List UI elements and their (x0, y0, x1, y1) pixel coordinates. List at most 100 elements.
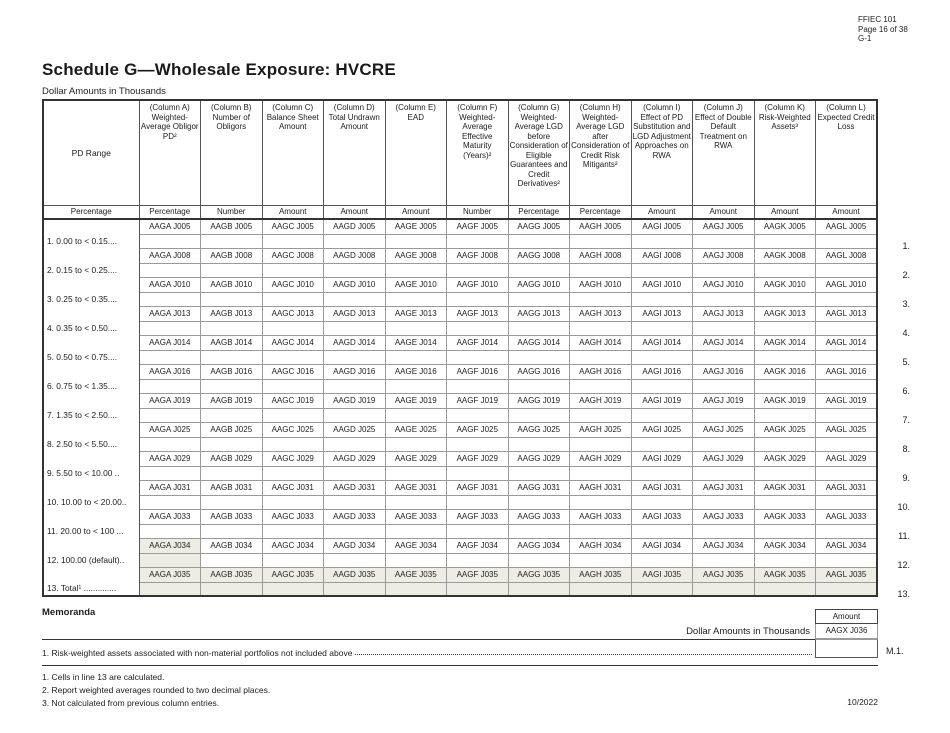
input-cell[interactable] (138, 436, 201, 452)
input-cell[interactable] (569, 465, 632, 481)
input-cell[interactable] (200, 523, 263, 539)
input-cell[interactable] (384, 378, 447, 394)
memoranda-input-cell[interactable] (815, 639, 878, 658)
input-cell[interactable] (446, 291, 509, 307)
input-cell[interactable] (384, 233, 447, 249)
input-cell[interactable] (138, 407, 201, 423)
input-cell[interactable] (569, 407, 632, 423)
input-cell[interactable] (630, 349, 693, 365)
input-cell[interactable] (138, 291, 201, 307)
input-cell[interactable] (261, 494, 324, 510)
input-cell[interactable] (323, 378, 386, 394)
input-cell[interactable] (815, 233, 878, 249)
input-cell[interactable] (630, 233, 693, 249)
input-cell[interactable] (507, 291, 570, 307)
input-cell[interactable] (446, 436, 509, 452)
input-cell[interactable] (261, 465, 324, 481)
input-cell[interactable] (630, 378, 693, 394)
input-cell[interactable] (753, 465, 816, 481)
input-cell[interactable] (815, 523, 878, 539)
input-cell[interactable] (261, 407, 324, 423)
input-cell[interactable] (630, 407, 693, 423)
input-cell[interactable] (446, 494, 509, 510)
input-cell[interactable] (446, 465, 509, 481)
input-cell[interactable] (446, 552, 509, 568)
input-cell[interactable] (569, 494, 632, 510)
input-cell[interactable] (815, 436, 878, 452)
input-cell[interactable] (630, 494, 693, 510)
input-cell[interactable] (200, 407, 263, 423)
input-cell[interactable] (384, 291, 447, 307)
input-cell[interactable] (323, 320, 386, 336)
input-cell[interactable] (692, 291, 755, 307)
input-cell[interactable] (384, 262, 447, 278)
input-cell[interactable] (815, 407, 878, 423)
input-cell[interactable] (200, 349, 263, 365)
input-cell[interactable] (630, 320, 693, 336)
input-cell[interactable] (261, 320, 324, 336)
input-cell[interactable] (569, 349, 632, 365)
input-cell[interactable] (261, 349, 324, 365)
input-cell[interactable] (692, 407, 755, 423)
input-cell[interactable] (569, 378, 632, 394)
input-cell[interactable] (446, 378, 509, 394)
input-cell[interactable] (692, 262, 755, 278)
input-cell[interactable] (138, 262, 201, 278)
input-cell[interactable] (323, 552, 386, 568)
input-cell[interactable] (630, 436, 693, 452)
input-cell[interactable] (507, 465, 570, 481)
input-cell[interactable] (323, 349, 386, 365)
input-cell[interactable] (507, 407, 570, 423)
input-cell[interactable] (630, 465, 693, 481)
input-cell[interactable] (692, 552, 755, 568)
input-cell[interactable] (138, 465, 201, 481)
input-cell[interactable] (753, 291, 816, 307)
input-cell[interactable] (753, 378, 816, 394)
input-cell[interactable] (200, 465, 263, 481)
input-cell[interactable] (753, 407, 816, 423)
input-cell[interactable] (261, 378, 324, 394)
input-cell[interactable] (384, 407, 447, 423)
input-cell[interactable] (261, 523, 324, 539)
input-cell[interactable] (507, 349, 570, 365)
input-cell[interactable] (753, 320, 816, 336)
input-cell[interactable] (384, 465, 447, 481)
input-cell[interactable] (692, 523, 755, 539)
input-cell[interactable] (200, 291, 263, 307)
input-cell[interactable] (138, 349, 201, 365)
input-cell[interactable] (753, 436, 816, 452)
input-cell[interactable] (692, 436, 755, 452)
input-cell[interactable] (815, 378, 878, 394)
input-cell[interactable] (138, 523, 201, 539)
input-cell[interactable] (692, 320, 755, 336)
input-cell[interactable] (200, 378, 263, 394)
input-cell[interactable] (630, 291, 693, 307)
input-cell[interactable] (569, 262, 632, 278)
input-cell[interactable] (261, 552, 324, 568)
input-cell[interactable] (200, 436, 263, 452)
input-cell[interactable] (507, 494, 570, 510)
input-cell[interactable] (753, 552, 816, 568)
input-cell[interactable] (446, 523, 509, 539)
input-cell[interactable] (569, 291, 632, 307)
input-cell[interactable] (630, 262, 693, 278)
input-cell[interactable] (323, 233, 386, 249)
input-cell[interactable] (507, 436, 570, 452)
input-cell[interactable] (261, 291, 324, 307)
input-cell[interactable] (138, 494, 201, 510)
input-cell[interactable] (507, 320, 570, 336)
input-cell[interactable] (569, 320, 632, 336)
input-cell[interactable] (692, 494, 755, 510)
input-cell[interactable] (569, 233, 632, 249)
input-cell[interactable] (815, 494, 878, 510)
input-cell[interactable] (200, 233, 263, 249)
input-cell[interactable] (507, 523, 570, 539)
input-cell[interactable] (815, 552, 878, 568)
input-cell[interactable] (446, 320, 509, 336)
input-cell[interactable] (446, 349, 509, 365)
input-cell[interactable] (753, 494, 816, 510)
input-cell[interactable] (261, 436, 324, 452)
input-cell[interactable] (692, 465, 755, 481)
input-cell[interactable] (815, 262, 878, 278)
input-cell[interactable] (630, 523, 693, 539)
